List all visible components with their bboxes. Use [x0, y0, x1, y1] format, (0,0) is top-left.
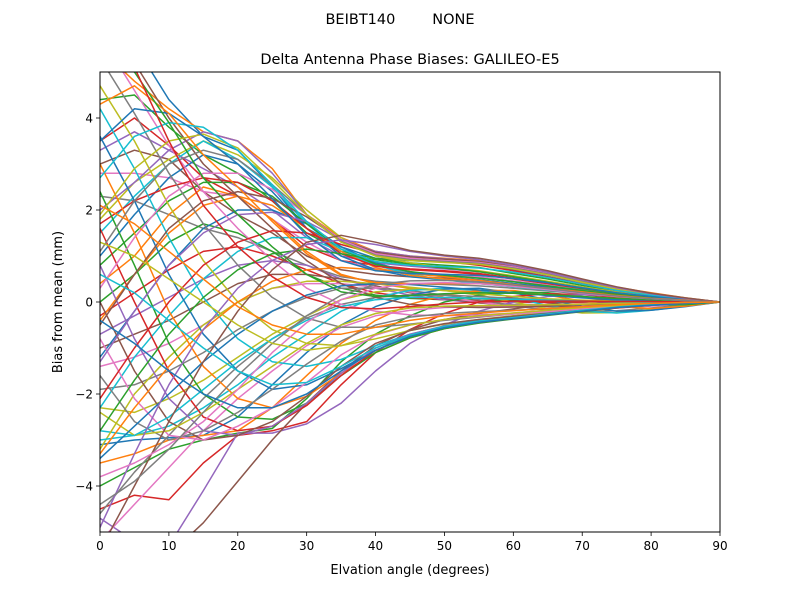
series-line-s66 [108, 234, 720, 532]
y-tick-label: −2 [75, 388, 93, 402]
chart-title: Delta Antenna Phase Biases: GALILEO-E5 [260, 52, 559, 68]
y-tick-label: 2 [85, 204, 93, 218]
series-line-s07 [100, 172, 720, 303]
x-tick-label: 40 [368, 539, 383, 553]
x-tick-label: 10 [161, 539, 176, 553]
x-axis: 0 10 20 30 40 50 60 70 80 90 [96, 532, 728, 553]
series-line-s69 [100, 241, 720, 352]
series-line-s61 [100, 108, 720, 303]
series-line-s64 [135, 72, 720, 310]
x-tick-label: 80 [643, 539, 658, 553]
series-line-s63 [131, 72, 720, 303]
series-line-s09 [100, 140, 720, 303]
series-line-s49 [100, 301, 720, 437]
series-line-s60 [100, 121, 720, 303]
series-lines [100, 72, 720, 532]
x-tick-label: 30 [299, 539, 314, 553]
y-tick-label: 4 [85, 112, 93, 126]
x-tick-label: 70 [575, 539, 590, 553]
series-line-s10 [100, 140, 720, 303]
x-tick-label: 90 [712, 539, 727, 553]
x-axis-label: Elvation angle (degrees) [330, 563, 489, 578]
x-tick-label: 20 [230, 539, 245, 553]
series-line-s57 [100, 172, 720, 303]
chart-suptitle: BEIBT140 NONE [325, 12, 474, 28]
y-tick-label: 0 [85, 296, 93, 310]
y-axis: −4 −2 0 2 4 [75, 112, 100, 494]
x-tick-label: 50 [437, 539, 452, 553]
series-line-s33 [100, 181, 720, 303]
series-line-s24 [100, 292, 720, 510]
series-line-s68 [100, 279, 720, 506]
x-tick-label: 60 [506, 539, 521, 553]
y-axis-label: Bias from mean (mm) [51, 231, 66, 373]
x-tick-label: 0 [96, 539, 104, 553]
series-line-s71 [100, 301, 720, 409]
series-line-s65 [100, 239, 720, 528]
series-line-s08 [100, 195, 720, 303]
series-line-s59 [100, 133, 720, 303]
series-line-s20 [100, 287, 720, 437]
series-line-s72 [100, 204, 720, 335]
y-tick-label: −4 [75, 480, 93, 494]
